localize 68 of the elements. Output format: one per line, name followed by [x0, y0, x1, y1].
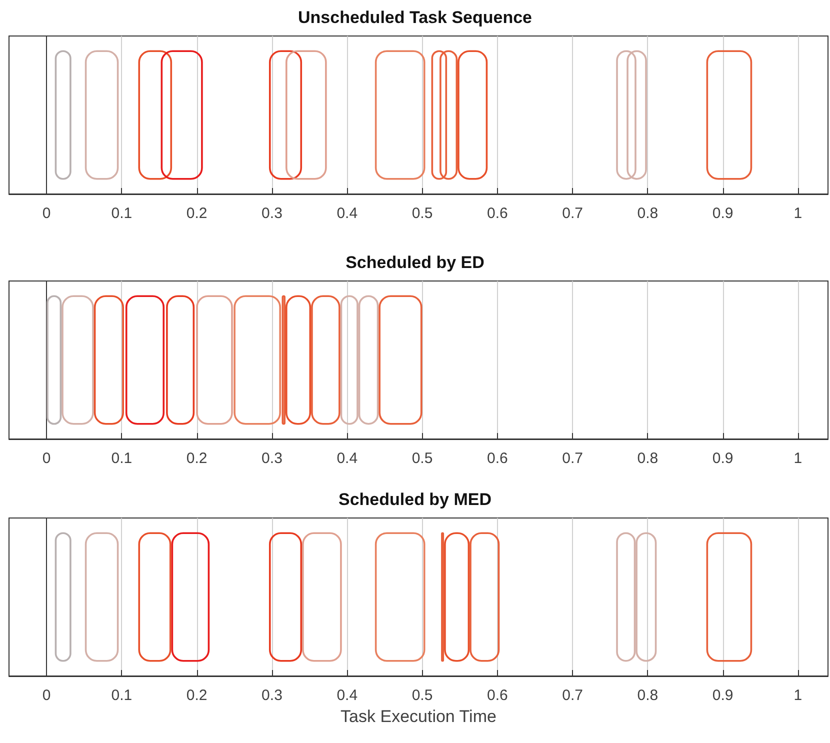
x-tick-label: 0.7: [562, 450, 583, 467]
x-tick-label: 0.3: [262, 205, 282, 222]
bar: [138, 50, 172, 180]
bar: [441, 532, 444, 662]
x-tick-label: 0.6: [486, 687, 508, 704]
bar: [125, 295, 165, 425]
bar: [46, 295, 62, 425]
x-tick-label: 0.7: [562, 687, 583, 704]
bar: [196, 295, 233, 425]
bar: [470, 532, 500, 662]
x-tick-label: 0.8: [637, 687, 658, 704]
bar: [311, 295, 340, 425]
x-tick-label: 0.5: [412, 687, 433, 704]
x-tick-label: 0.5: [412, 450, 433, 467]
x-tick-label: 0.6: [486, 450, 508, 467]
bar: [302, 532, 342, 662]
chart-title: Scheduled by MED: [338, 490, 492, 509]
x-tick-label: 0.1: [111, 687, 132, 704]
x-axis-title: Task Execution Time: [340, 707, 496, 726]
bar: [706, 532, 752, 662]
x-tick-label: 0: [42, 205, 51, 222]
x-tick-label: 0.3: [262, 687, 282, 704]
x-tick-label: 0.4: [336, 205, 358, 222]
x-tick-label: 1: [794, 687, 802, 704]
bar: [234, 295, 281, 425]
bar: [286, 295, 312, 425]
bar: [166, 295, 195, 425]
x-tick-label: 0.9: [712, 450, 734, 467]
x-tick-label: 0.2: [186, 205, 208, 222]
chart-title: Scheduled by ED: [346, 253, 484, 272]
x-tick-label: 0.5: [412, 205, 433, 222]
x-tick-label: 0.4: [336, 450, 358, 467]
bar: [286, 50, 327, 180]
x-tick-label: 0.9: [712, 205, 734, 222]
x-tick-label: 0: [42, 687, 51, 704]
bar: [84, 532, 119, 662]
bar: [378, 295, 422, 425]
x-tick-label: 1: [794, 205, 802, 222]
bar: [706, 50, 752, 180]
bar: [444, 532, 470, 662]
bar: [54, 532, 72, 662]
x-tick-label: 0.2: [186, 450, 208, 467]
x-tick-label: 0: [42, 450, 51, 467]
bar: [374, 532, 426, 662]
x-tick-label: 1: [794, 450, 802, 467]
x-tick-label: 0.2: [186, 687, 208, 704]
x-tick-label: 0.6: [486, 205, 508, 222]
bar: [374, 50, 426, 180]
bar: [268, 532, 302, 662]
bar: [54, 50, 72, 180]
chart-title: Unscheduled Task Sequence: [298, 8, 532, 27]
x-tick-label: 0.8: [637, 205, 658, 222]
bar: [282, 295, 286, 425]
bar: [458, 50, 488, 180]
bar: [94, 295, 124, 425]
x-tick-label: 0.1: [111, 205, 132, 222]
bar: [62, 295, 94, 425]
x-tick-label: 0.3: [262, 450, 282, 467]
x-tick-label: 0.8: [637, 450, 658, 467]
x-tick-label: 0.9: [712, 687, 734, 704]
x-tick-label: 0.1: [111, 450, 132, 467]
x-tick-label: 0.7: [562, 205, 583, 222]
bar: [160, 50, 203, 180]
bar: [171, 532, 210, 662]
x-tick-label: 0.4: [336, 687, 358, 704]
bar: [268, 50, 302, 180]
bar: [138, 532, 172, 662]
bar: [84, 50, 119, 180]
